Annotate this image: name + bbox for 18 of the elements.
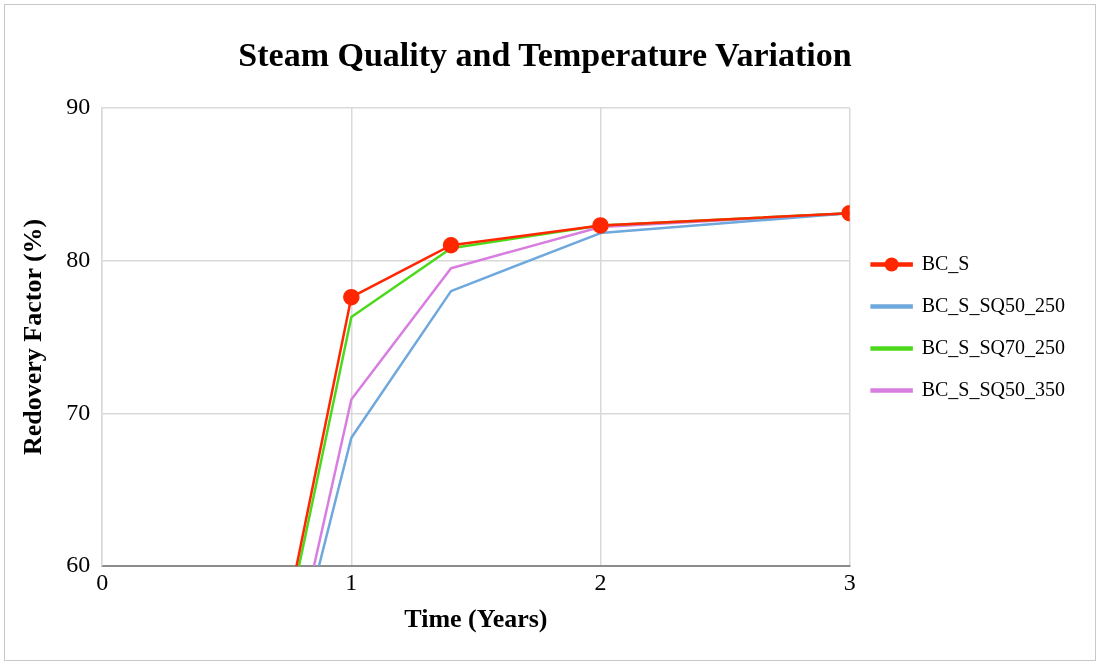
legend-label: BC_S (921, 251, 970, 274)
x-tick-label: 0 (96, 568, 109, 595)
point (442, 237, 460, 254)
legend-label: BC_S_SQ50_250 (921, 293, 1066, 316)
x-tick-label: 1 (345, 568, 358, 595)
x-axis-title: Time (Years) (404, 604, 548, 634)
x-tick-label: 3 (843, 568, 856, 595)
y-tick-label: 70 (66, 398, 91, 425)
y-tick-label: 60 (66, 551, 91, 578)
point (592, 217, 609, 234)
y-tick-label: 80 (66, 245, 91, 272)
y-axis-title: Redovery Factor (%) (18, 218, 48, 456)
legend-label: BC_S_SQ70_250 (921, 335, 1066, 358)
point (343, 288, 360, 306)
chart-title: Steam Quality and Temperature Variation (238, 36, 852, 74)
legend-label: BC_S_SQ50_350 (921, 377, 1066, 400)
x-tick-label: 2 (594, 568, 607, 595)
y-tick-label: 90 (66, 93, 91, 120)
